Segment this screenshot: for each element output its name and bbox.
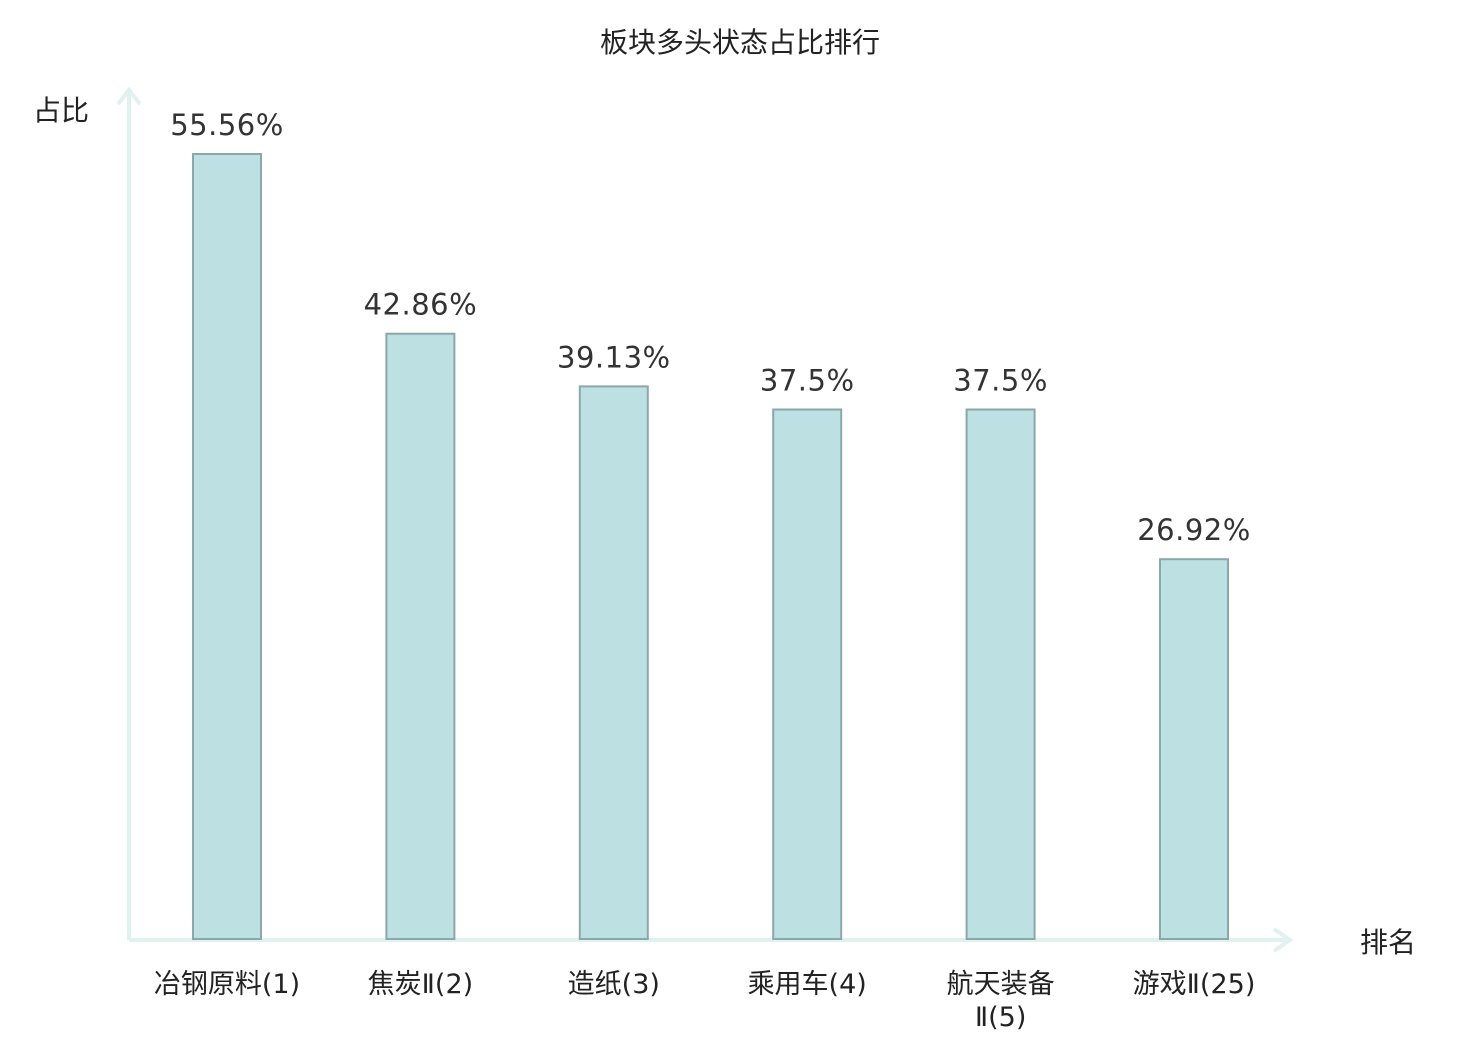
data-label-5: 37.5%: [953, 364, 1048, 398]
data-label-4: 37.5%: [760, 364, 855, 398]
y-axis-label: 占比: [33, 94, 89, 127]
category-label-4: 乘用车(4): [748, 969, 867, 1000]
data-label-6: 26.92%: [1137, 513, 1251, 547]
category-label-5-line-2: Ⅱ(5): [975, 1002, 1027, 1033]
category-label-2: 焦炭Ⅱ(2): [368, 969, 474, 1000]
category-label-3: 造纸(3): [568, 969, 660, 1000]
bars-group: 55.56% 冶钢原料(1) 42.86% 焦炭Ⅱ(2) 39.13% 造纸(3) 37.5…: [154, 108, 1255, 1033]
bar-2: [385, 332, 456, 940]
data-label-3: 39.13%: [557, 340, 671, 374]
bar-6: [1159, 558, 1229, 940]
category-label-5-line-1: 航天装备: [947, 969, 1055, 1000]
x-axis-arrow: [1272, 927, 1294, 953]
x-axis-label: 排名: [1360, 926, 1416, 959]
bar-5: [965, 408, 1036, 940]
category-label-1: 冶钢原料(1): [154, 969, 300, 1000]
bar-3: [578, 385, 649, 940]
data-label-1: 55.56%: [170, 108, 284, 142]
chart-title: 板块多头状态占比排行: [600, 26, 880, 59]
y-axis-arrow: [116, 86, 142, 106]
category-label-6: 游戏Ⅱ(25): [1133, 969, 1256, 1000]
bar-1: [192, 153, 262, 940]
bar-4: [772, 408, 843, 940]
data-label-2: 42.86%: [364, 288, 478, 322]
